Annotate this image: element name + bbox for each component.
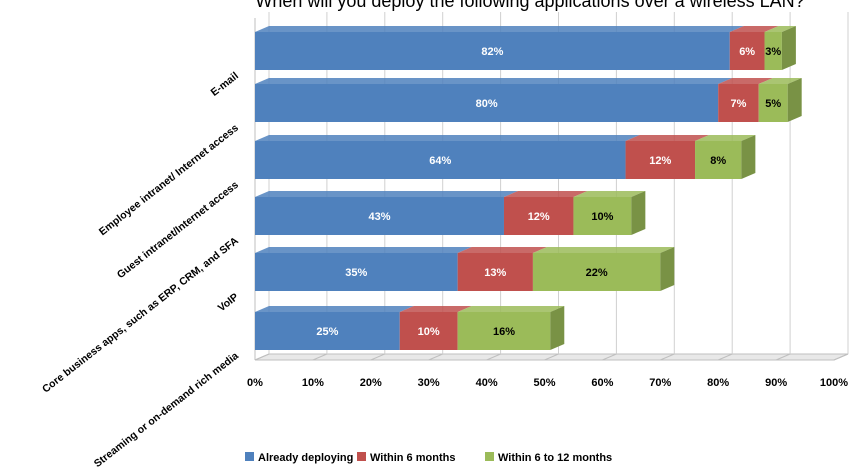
bar-end-cap xyxy=(660,247,675,291)
x-tick-label: 0% xyxy=(247,377,263,389)
x-tick-label: 10% xyxy=(302,377,324,389)
bar-segment-already-deploying xyxy=(255,247,472,291)
gridline-floor xyxy=(312,353,328,361)
gridline-floor xyxy=(370,353,385,361)
gridline-floor xyxy=(544,353,559,361)
legend-swatch xyxy=(485,452,494,461)
data-label: 16% xyxy=(493,326,515,338)
legend-label: Within 6 to 12 months xyxy=(498,452,612,464)
bar-segment-already-deploying xyxy=(255,135,640,179)
data-label: 10% xyxy=(591,211,613,223)
gridline-floor xyxy=(775,353,791,361)
bar-segment-within-6-to-12-months xyxy=(764,26,796,70)
gridline-floor xyxy=(428,353,443,361)
bar-segment-already-deploying xyxy=(255,306,414,350)
x-tick-label: 90% xyxy=(765,377,787,389)
bar-segment-within-6-months xyxy=(625,135,710,179)
x-tick-label: 80% xyxy=(707,377,729,389)
bars: 82% 6% 3% 80% 7% 5% 64% 12% 8% 43% 12% 10% 35% 13% 22%… xyxy=(255,26,802,350)
legend-item-within-6-to-12-months: Within 6 to 12 months xyxy=(485,452,612,464)
data-label: 43% xyxy=(368,211,390,223)
data-label: 13% xyxy=(484,267,506,279)
data-label: 82% xyxy=(481,46,503,58)
x-tick-label: 40% xyxy=(476,377,498,389)
legend-swatch xyxy=(357,452,366,461)
category-label-streaming-or-on-demand-rich-media: Streaming or on-demand rich media xyxy=(92,350,241,468)
data-label: 25% xyxy=(316,326,338,338)
data-label: 80% xyxy=(476,98,498,110)
gridline-floor xyxy=(660,353,675,361)
bar-segment-within-6-to-12-months xyxy=(457,306,565,350)
legend-label: Already deploying xyxy=(258,452,353,464)
bar-segment-within-6-months xyxy=(729,26,779,70)
bar-segment-already-deploying xyxy=(255,191,518,235)
bar-end-cap xyxy=(787,78,802,122)
bar-segment-within-6-months xyxy=(399,306,472,350)
data-label: 7% xyxy=(731,98,747,110)
legend-swatch xyxy=(245,452,254,461)
data-label: 8% xyxy=(710,155,726,167)
category-label-employee-intranet-internet-access: Employee intranet/ Internet access xyxy=(97,122,241,238)
x-tick-label: 20% xyxy=(360,377,382,389)
bar-segment-within-6-to-12-months xyxy=(532,247,675,291)
x-tick-label: 30% xyxy=(418,377,440,389)
bar-segment-within-6-to-12-months xyxy=(573,191,646,235)
x-tick-label: 70% xyxy=(649,377,671,389)
bar-segment-within-6-months xyxy=(718,78,773,122)
data-label: 12% xyxy=(649,155,671,167)
gridline-floor xyxy=(602,353,617,361)
data-label: 35% xyxy=(345,267,367,279)
legend-item-already-deploying: Already deploying xyxy=(245,452,353,464)
bar-end-cap xyxy=(741,135,756,179)
x-tick-label: 60% xyxy=(591,377,613,389)
chart-title: When will you deploy the following appli… xyxy=(255,0,805,11)
category-label-voip: VoIP xyxy=(216,291,241,314)
bar-end-cap xyxy=(631,191,646,235)
data-label: 5% xyxy=(765,98,781,110)
gridline-floor xyxy=(718,353,733,361)
bar-end-cap xyxy=(550,306,565,350)
gridline-floor xyxy=(833,353,849,361)
category-labels: E-mail Employee intranet/ Internet access… xyxy=(40,70,241,468)
bar-segment-already-deploying xyxy=(255,78,733,122)
x-tick-label: 50% xyxy=(533,377,555,389)
data-label: 64% xyxy=(429,155,451,167)
bar-segment-within-6-months xyxy=(503,191,588,235)
data-label: 12% xyxy=(528,211,550,223)
legend-item-within-6-months: Within 6 months xyxy=(357,452,455,464)
category-label-e-mail: E-mail xyxy=(209,70,241,99)
x-tick-label: 100% xyxy=(820,377,848,389)
data-label: 3% xyxy=(765,46,781,58)
data-label: 6% xyxy=(739,46,755,58)
data-label: 22% xyxy=(586,267,608,279)
gridline-floor xyxy=(254,353,270,361)
bar-segment-within-6-to-12-months xyxy=(695,135,756,179)
bar-segment-already-deploying xyxy=(255,26,744,70)
bar-segment-within-6-to-12-months xyxy=(758,78,802,122)
legend-label: Within 6 months xyxy=(370,452,455,464)
bar-segment-within-6-months xyxy=(457,247,547,291)
legend: Already deploying Within 6 months Within 6… xyxy=(245,452,612,464)
gridline-floor xyxy=(486,353,501,361)
category-label-guest-intranet-internet-access: Guest intranet/Internet access xyxy=(115,179,241,281)
data-label: 10% xyxy=(418,326,440,338)
x-axis-ticks: 0% 10% 20% 30% 40% 50% 60% 70% 80% 90% 100% xyxy=(247,377,848,389)
bar-end-cap xyxy=(781,26,796,70)
